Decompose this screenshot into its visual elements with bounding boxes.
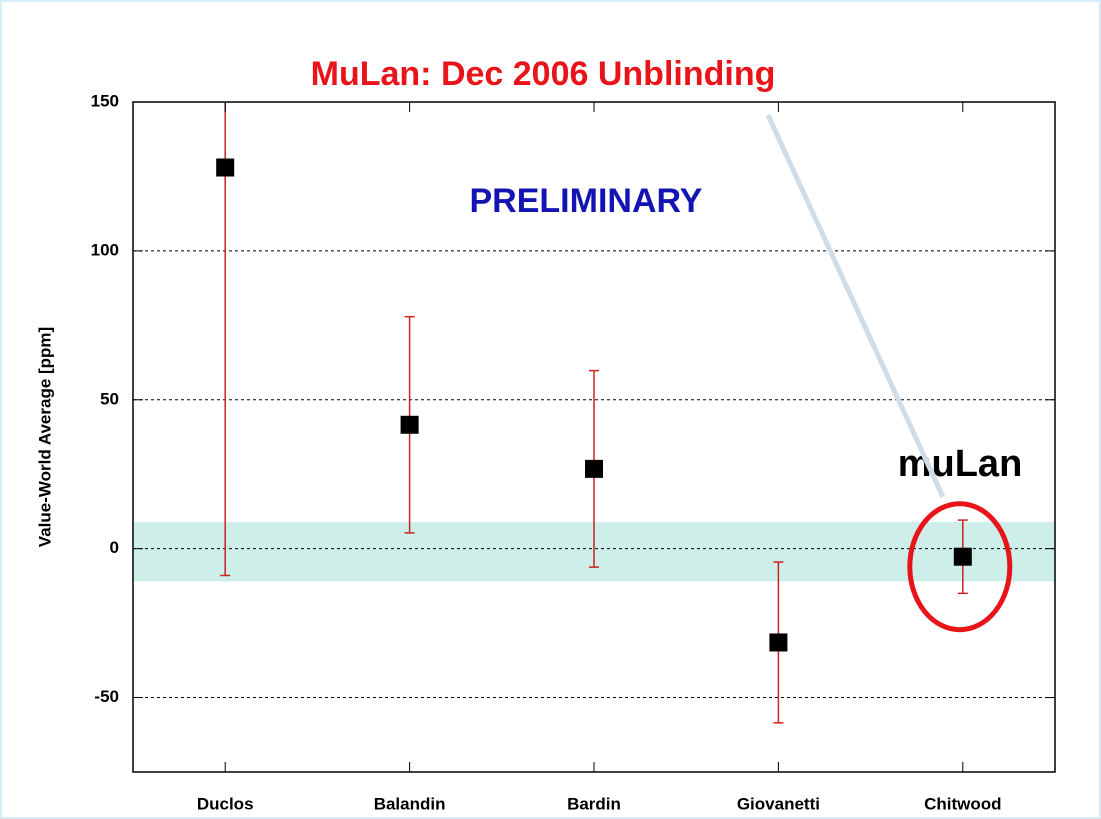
x-tick-label: Chitwood xyxy=(924,794,1001,813)
x-tick-label: Balandin xyxy=(374,794,446,813)
y-tick-label: 50 xyxy=(100,389,119,408)
x-tick-label: Duclos xyxy=(197,794,254,813)
y-tick-label: 100 xyxy=(91,240,119,259)
y-tick-label: -50 xyxy=(94,687,119,706)
point xyxy=(769,633,788,652)
x-tick-label: Bardin xyxy=(567,794,621,813)
highlight-ellipse xyxy=(907,501,1013,633)
point xyxy=(400,415,419,434)
point xyxy=(585,459,603,478)
annotation: muLan xyxy=(898,443,1023,485)
x-tick-label: Giovanetti xyxy=(737,794,820,813)
point xyxy=(216,158,235,177)
y-axis-label: Value-World Average [ppm] xyxy=(35,327,54,547)
pointer-line xyxy=(765,113,946,498)
chart-title: MuLan: Dec 2006 Unblinding xyxy=(311,55,776,93)
plot-area xyxy=(133,102,1055,724)
annotation: PRELIMINARY xyxy=(470,182,703,220)
y-tick-label: 0 xyxy=(110,538,119,557)
y-tick-label: 150 xyxy=(91,91,119,110)
point xyxy=(953,547,972,566)
